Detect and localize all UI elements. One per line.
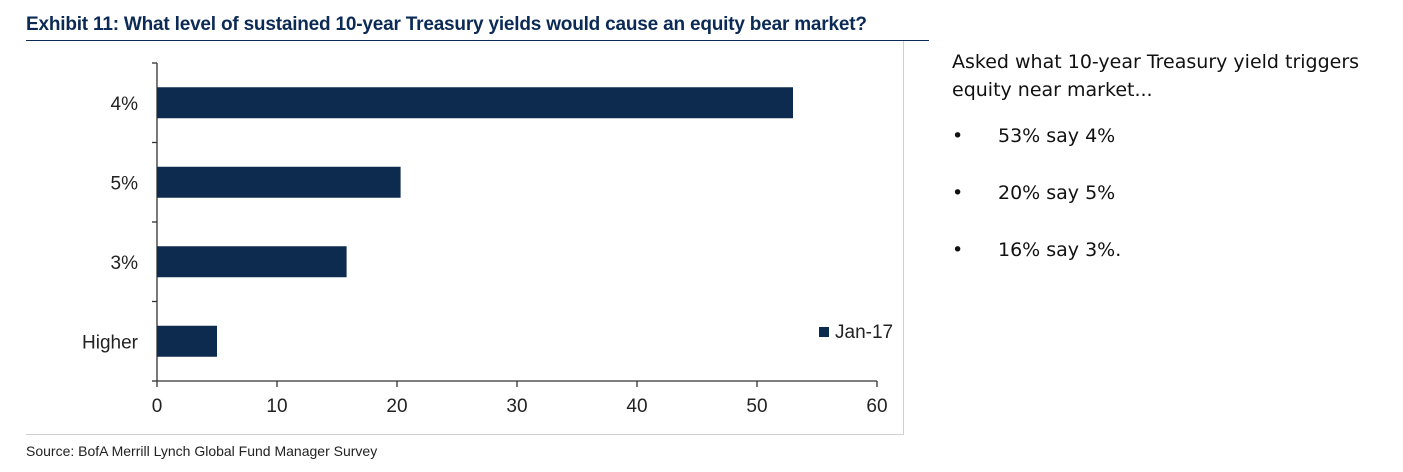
- commentary-bullets: • 53% say 4% • 20% say 5% • 16% say 3%.: [952, 122, 1397, 293]
- legend-label: Jan-17: [835, 322, 893, 343]
- category-label: 3%: [111, 253, 139, 274]
- x-tick-label: 10: [266, 396, 287, 417]
- bar: [157, 87, 793, 119]
- bar: [157, 166, 401, 198]
- bullet-dot: •: [952, 125, 964, 147]
- commentary-intro: Asked what 10-year Treasury yield trigge…: [952, 51, 1360, 101]
- list-item: • 20% say 5%: [952, 179, 1397, 236]
- x-tick-label: 30: [506, 396, 527, 417]
- category-label: 4%: [111, 94, 139, 115]
- x-tick-label: 20: [386, 396, 407, 417]
- bar-chart: 0 10 20 30 40 50 60 4% 5% 3% Higher Jan-17: [82, 62, 893, 417]
- x-tick-label: 60: [866, 396, 887, 417]
- x-tick-label: 40: [626, 396, 647, 417]
- bullet-dot: •: [952, 239, 964, 261]
- legend-swatch: [819, 327, 829, 337]
- category-label: Higher: [82, 332, 139, 353]
- source-note: Source: BofA Merrill Lynch Global Fund M…: [26, 443, 378, 459]
- chart-frame: 0 10 20 30 40 50 60 4% 5% 3% Higher Jan-17: [26, 41, 904, 435]
- bullet-text: 53% say 4%: [998, 125, 1116, 147]
- exhibit-title: Exhibit 11: What level of sustained 10-y…: [26, 14, 867, 35]
- commentary-panel: Asked what 10-year Treasury yield trigge…: [952, 48, 1397, 293]
- bullet-text: 16% say 3%.: [998, 239, 1122, 261]
- x-tick-label: 50: [746, 396, 767, 417]
- list-item: • 53% say 4%: [952, 122, 1397, 179]
- x-tick-label: 0: [152, 396, 163, 417]
- list-item: • 16% say 3%.: [952, 236, 1397, 293]
- bar: [157, 325, 217, 357]
- bullet-dot: •: [952, 182, 964, 204]
- bar: [157, 246, 347, 278]
- category-label: 5%: [111, 173, 139, 194]
- title-rule: [26, 40, 929, 41]
- bullet-text: 20% say 5%: [998, 182, 1116, 204]
